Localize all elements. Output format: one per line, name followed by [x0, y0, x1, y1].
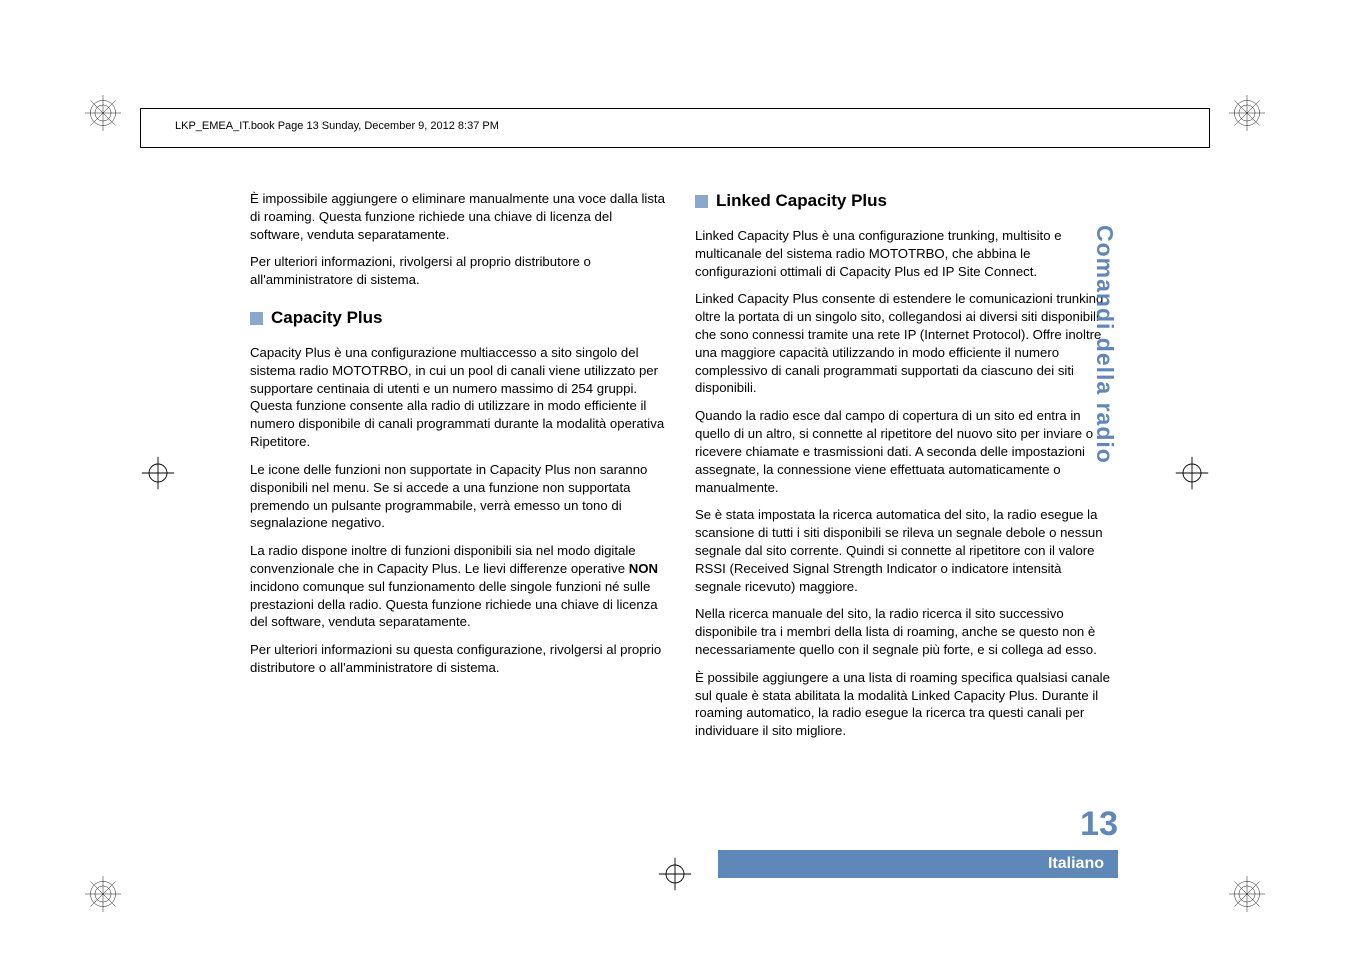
body-text: La radio dispone inoltre di funzioni dis…	[250, 542, 665, 631]
registration-mark-icon	[1229, 876, 1265, 912]
section-heading: Linked Capacity Plus	[695, 190, 1110, 213]
language-footer: Italiano	[718, 850, 1118, 878]
body-text: È impossibile aggiungere o eliminare man…	[250, 190, 665, 243]
body-text: Le icone delle funzioni non supportate i…	[250, 461, 665, 532]
body-text: Quando la radio esce dal campo di copert…	[695, 407, 1110, 496]
body-text: Linked Capacity Plus è una configurazion…	[695, 227, 1110, 280]
left-column: È impossibile aggiungere o eliminare man…	[250, 190, 665, 750]
crosshair-mark-icon	[140, 455, 176, 491]
page-number: 13	[1080, 805, 1118, 844]
registration-mark-icon	[85, 876, 121, 912]
body-text: Per ulteriori informazioni su questa con…	[250, 641, 665, 677]
body-text: Se è stata impostata la ricerca automati…	[695, 506, 1110, 595]
body-text: Per ulteriori informazioni, rivolgersi a…	[250, 253, 665, 289]
registration-mark-icon	[1229, 95, 1265, 131]
section-heading: Capacity Plus	[250, 307, 665, 330]
side-tab-label: Comandi della radio	[1092, 225, 1118, 477]
print-header-text: LKP_EMEA_IT.book Page 13 Sunday, Decembe…	[175, 120, 499, 132]
body-text: Capacity Plus è una configurazione multi…	[250, 344, 665, 451]
crosshair-mark-icon	[657, 856, 693, 892]
registration-mark-icon	[85, 95, 121, 131]
page-body: È impossibile aggiungere o eliminare man…	[250, 190, 1110, 750]
section-title: Capacity Plus	[271, 307, 383, 330]
language-label: Italiano	[1048, 855, 1104, 872]
body-text: Linked Capacity Plus consente di estende…	[695, 290, 1110, 397]
right-column: Linked Capacity Plus Linked Capacity Plu…	[695, 190, 1110, 750]
body-text: Nella ricerca manuale del sito, la radio…	[695, 605, 1110, 658]
section-bullet-icon	[250, 312, 263, 325]
section-title: Linked Capacity Plus	[716, 190, 887, 213]
section-bullet-icon	[695, 195, 708, 208]
body-text: È possibile aggiungere a una lista di ro…	[695, 669, 1110, 740]
crosshair-mark-icon	[1174, 455, 1210, 491]
